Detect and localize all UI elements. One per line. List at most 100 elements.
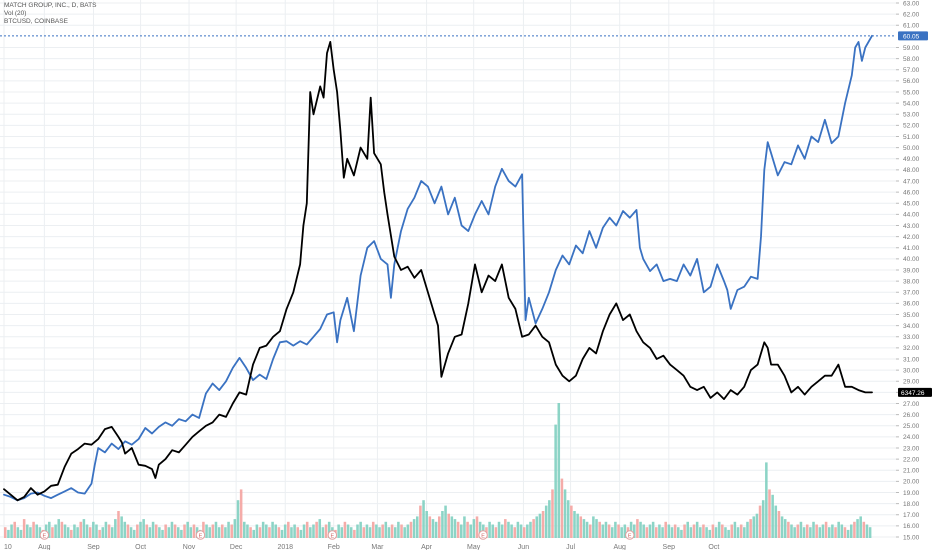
- volume-bar: [724, 527, 727, 538]
- price-axis-label: 34.00: [903, 323, 920, 330]
- volume-bar: [321, 527, 325, 538]
- price-axis-label: 32.00: [903, 345, 920, 352]
- legend-volume[interactable]: Vol (20): [4, 10, 27, 17]
- volume-bar: [708, 529, 712, 538]
- btc-price-label: 6347.26: [898, 387, 932, 397]
- volume-bar: [702, 524, 705, 538]
- volume-bar: [664, 521, 667, 538]
- volume-bar: [378, 527, 381, 538]
- volume-bar: [677, 527, 680, 538]
- volume-bar: [595, 519, 598, 538]
- volume-bar: [582, 519, 586, 538]
- volume-bar: [258, 527, 262, 538]
- volume-bar: [645, 527, 649, 538]
- time-axis-label: 2018: [277, 544, 293, 550]
- earnings-marker[interactable]: [478, 530, 488, 540]
- volume-bar: [497, 521, 501, 538]
- volume-bar: [309, 527, 312, 538]
- grid-layer: [0, 0, 896, 538]
- volume-bar: [510, 524, 513, 538]
- volume-bar: [834, 527, 837, 538]
- volume-bar: [453, 519, 457, 538]
- earnings-marker[interactable]: [195, 530, 206, 540]
- volume-bar: [648, 524, 652, 538]
- legend-symbol-title[interactable]: MATCH GROUP, INC., D, BATS: [4, 2, 97, 9]
- legend-compare-symbol[interactable]: BTCUSD, COINBASE: [4, 18, 68, 25]
- volume-bar: [787, 521, 790, 538]
- time-axis-label: Sep: [87, 544, 100, 550]
- volume-bar: [318, 519, 322, 538]
- volume-bar: [280, 529, 284, 538]
- volume-bar: [48, 521, 51, 538]
- volume-bar: [208, 527, 211, 538]
- volume-bar: [63, 524, 67, 538]
- volume-bar: [557, 403, 561, 538]
- volume-bar: [4, 527, 7, 538]
- time-axis-label: Oct: [135, 544, 146, 550]
- volume-bar: [661, 527, 664, 538]
- earnings-marker[interactable]: [327, 530, 338, 540]
- volume-bar: [802, 527, 806, 538]
- volume-bar: [623, 524, 627, 538]
- price-axis-label: 39.00: [903, 267, 920, 274]
- volume-bar: [840, 524, 844, 538]
- volume-bar: [576, 513, 579, 538]
- volume-bar: [32, 521, 35, 538]
- volume-bar: [522, 527, 526, 538]
- volume-bar: [620, 527, 623, 538]
- price-axis-label: 22.00: [903, 456, 920, 463]
- volume-bar: [180, 529, 183, 538]
- volume-bar: [324, 524, 328, 538]
- time-axis-label: Mar: [371, 544, 384, 550]
- price-axis-label: 26.00: [903, 412, 920, 419]
- price-axis-bg: [896, 0, 932, 550]
- volume-bar: [186, 521, 189, 538]
- volume-bar: [843, 527, 847, 538]
- volume-bar: [51, 527, 54, 538]
- volume-bar: [161, 529, 164, 538]
- volume-bar: [538, 513, 542, 538]
- volume-bar: [92, 521, 95, 538]
- price-axis-label: 27.00: [903, 401, 920, 408]
- volume-bar: [862, 521, 866, 538]
- earnings-marker[interactable]: [39, 530, 50, 540]
- volume-bar: [513, 527, 517, 538]
- volume-bar: [730, 524, 734, 538]
- volume-bar: [79, 521, 83, 538]
- earnings-marker[interactable]: [625, 530, 635, 540]
- volume-bar: [158, 527, 161, 538]
- volume-bar: [403, 527, 406, 538]
- volume-bar: [312, 524, 315, 538]
- price-axis-label: 47.00: [903, 178, 920, 185]
- volume-bar: [95, 524, 98, 538]
- time-axis[interactable]: 10 Aug Sep Oct Nov Dec 2018 Feb Mar Apr May Jun Jul A…: [0, 540, 896, 550]
- volume-bar: [846, 529, 850, 538]
- volume-bar: [815, 524, 818, 538]
- volume-bar: [500, 524, 504, 538]
- volume-bar: [230, 524, 233, 538]
- series-line-mtch: [3, 34, 873, 502]
- price-axis-label: 59.00: [903, 45, 920, 52]
- price-axis-label: 57.00: [903, 67, 920, 74]
- volume-bar: [120, 516, 123, 538]
- price-axis-label: 37.00: [903, 290, 920, 297]
- price-axis[interactable]: 15.00 16.00 17.00 18.00 19.00 20.00 21.00 22.00…: [896, 0, 932, 550]
- price-axis-label: 16.00: [903, 523, 920, 530]
- volume-bar: [771, 494, 774, 538]
- volume-bar: [290, 527, 293, 538]
- time-axis-label: Jul: [566, 544, 575, 550]
- price-axis-label: 55.00: [903, 89, 920, 96]
- volume-bar: [670, 527, 674, 538]
- volume-bar: [849, 524, 853, 538]
- time-axis-label: Nov: [183, 544, 196, 550]
- time-axis-label: Aug: [613, 544, 626, 550]
- last-price-label: 60.05: [898, 31, 928, 41]
- volume-bar: [346, 524, 350, 538]
- volume-bar: [82, 519, 86, 538]
- volume-bar: [790, 524, 793, 538]
- chart-legend: MATCH GROUP, INC., D, BATS Vol (20) BTCU…: [4, 2, 96, 26]
- volume-bar: [588, 524, 592, 538]
- volume-bar: [85, 524, 89, 538]
